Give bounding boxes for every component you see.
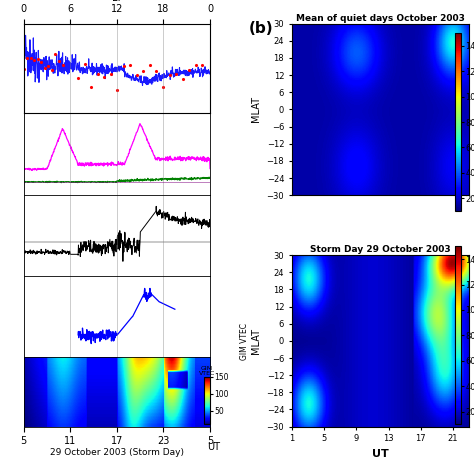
- Title: Mean of quiet days October 2003: Mean of quiet days October 2003: [296, 14, 465, 23]
- Title: GIM
VTEC: GIM VTEC: [199, 365, 215, 376]
- X-axis label: UT: UT: [372, 449, 389, 459]
- X-axis label: LT: LT: [112, 0, 122, 3]
- Text: UT: UT: [208, 442, 220, 452]
- Y-axis label: MLAT: MLAT: [251, 328, 261, 354]
- Y-axis label: MLAT: MLAT: [251, 96, 261, 122]
- Text: GIM VTEC: GIM VTEC: [240, 323, 248, 360]
- Text: (b): (b): [249, 21, 273, 36]
- X-axis label: 29 October 2003 (Storm Day): 29 October 2003 (Storm Day): [50, 448, 184, 457]
- Title: Storm Day 29 October 2003: Storm Day 29 October 2003: [310, 246, 451, 255]
